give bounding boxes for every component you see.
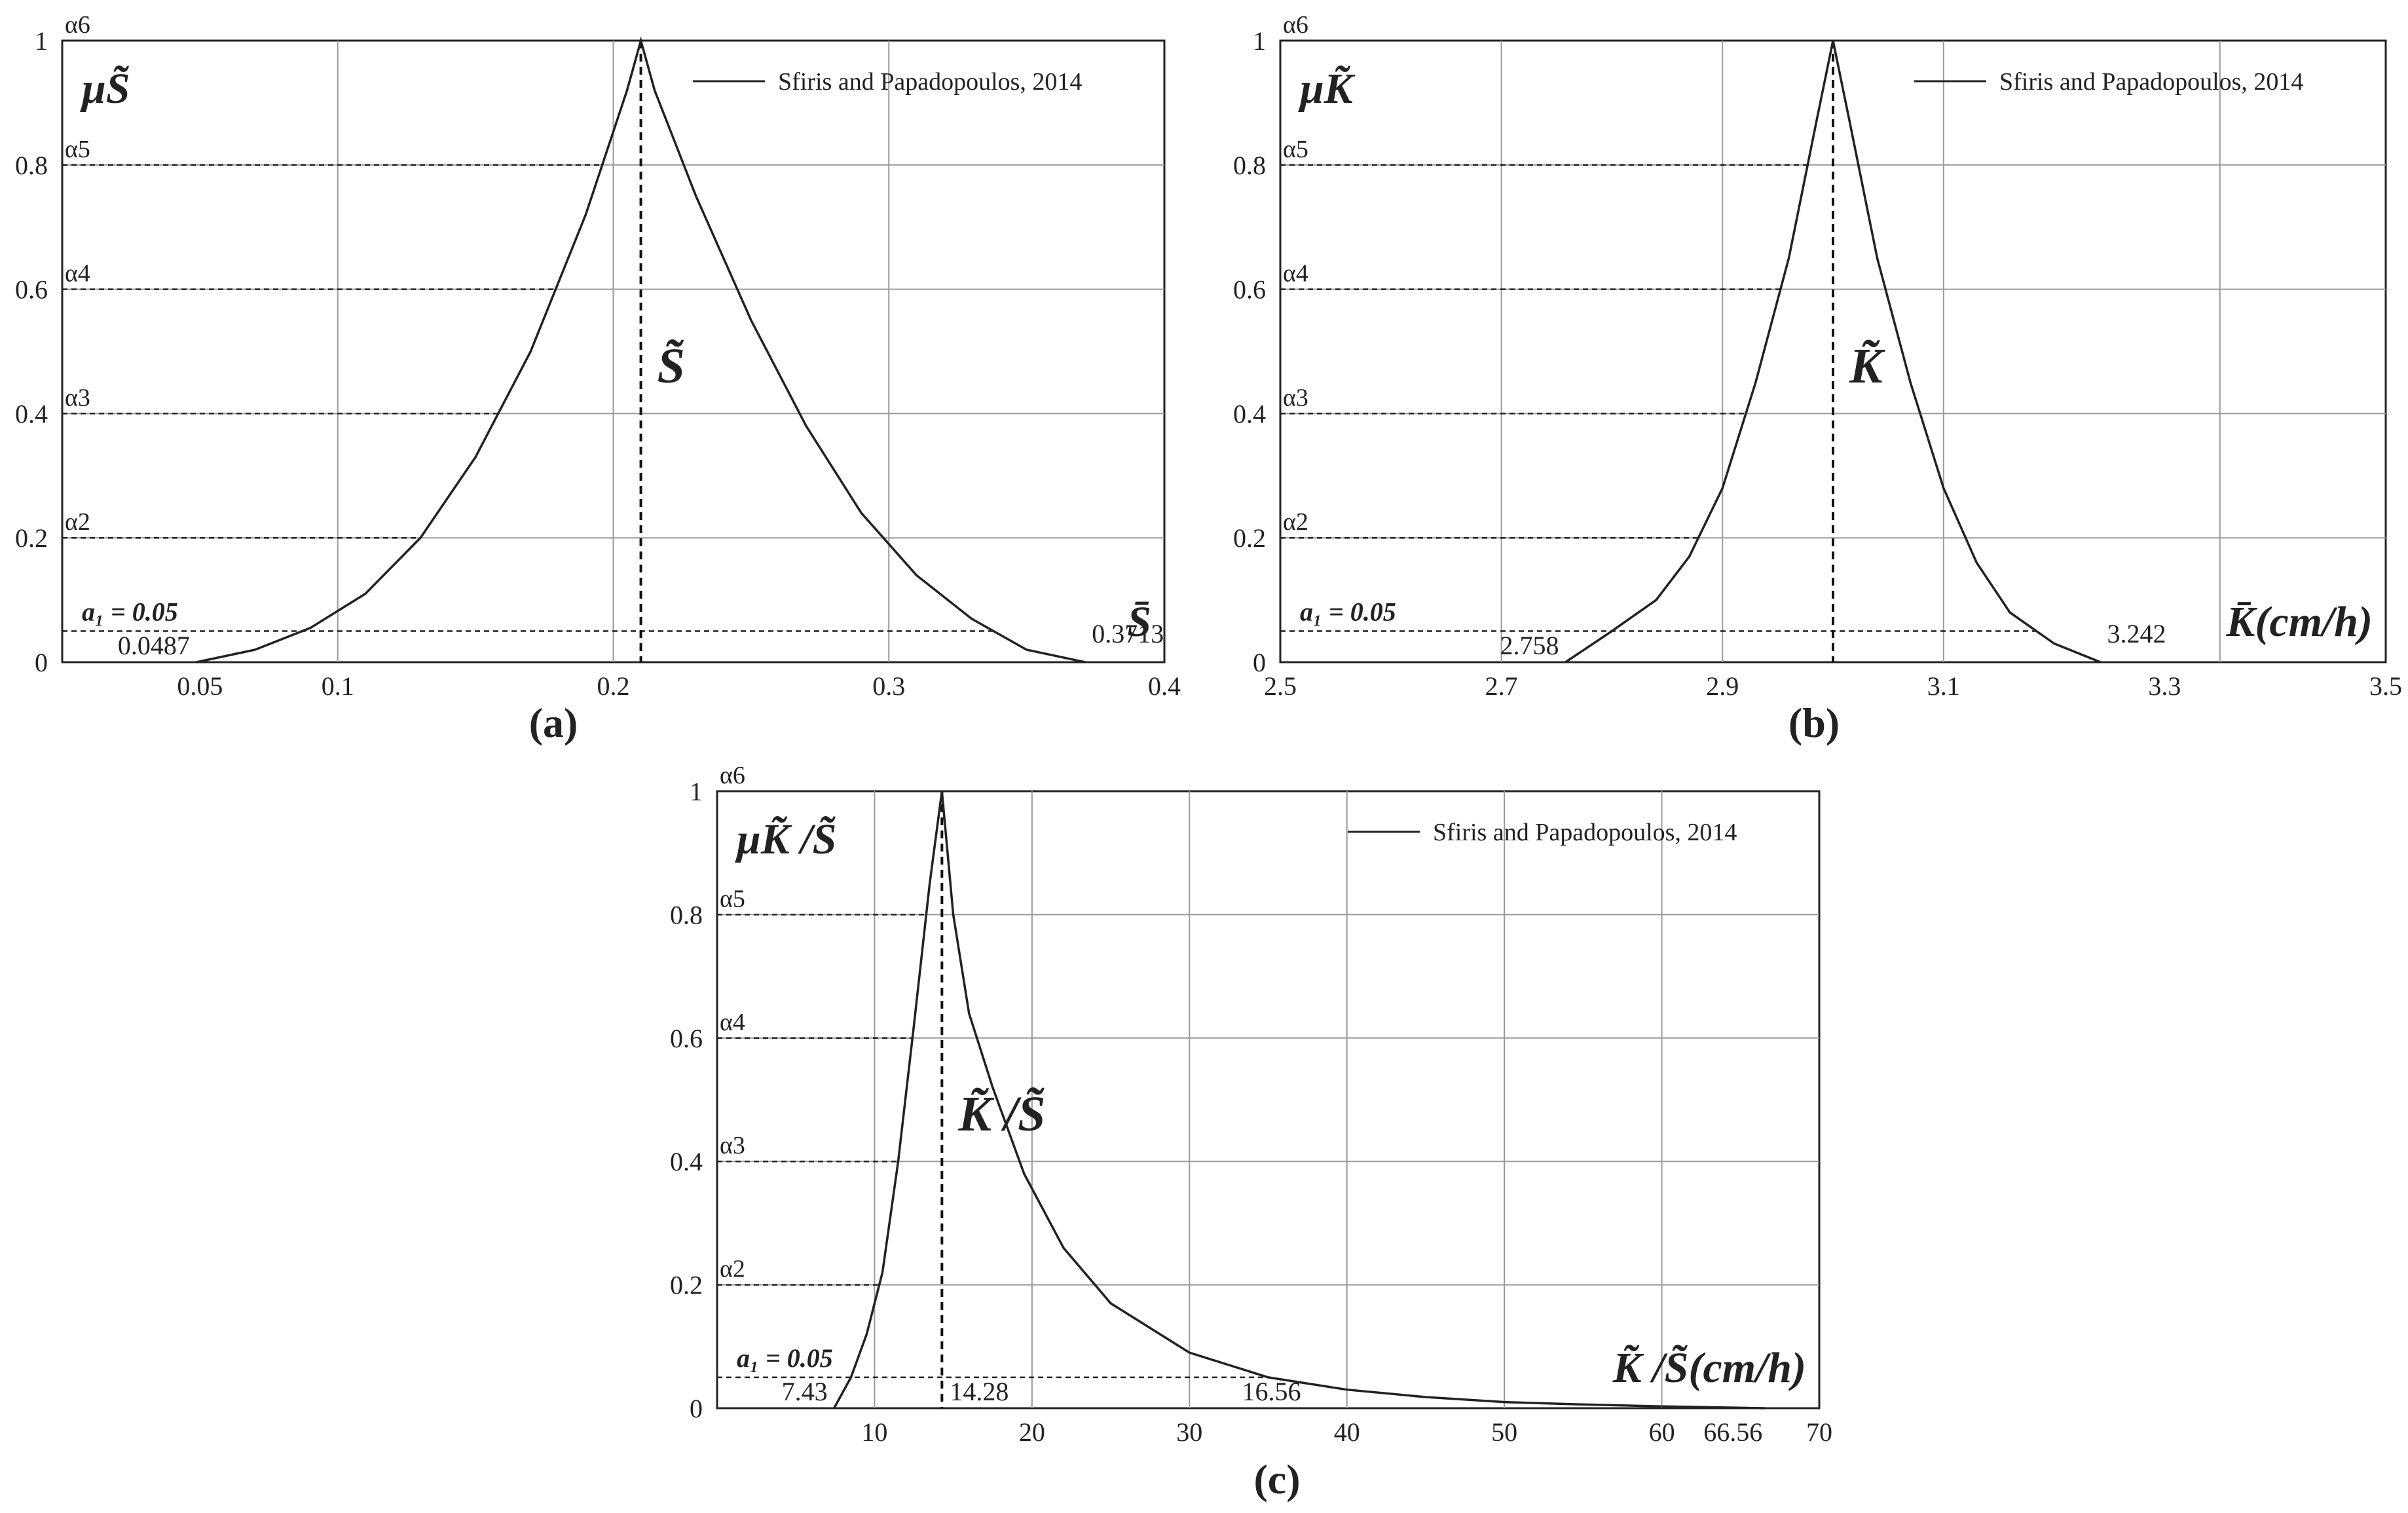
x-axis-title: S̄ — [1127, 598, 1151, 646]
peak-value-label: 14.28 — [950, 1377, 1009, 1406]
x-tick-label: 0.1 — [322, 671, 354, 701]
plot-frame — [716, 790, 1821, 1410]
peak-label: K̃ — [1849, 339, 1885, 394]
alpha-label: α3 — [720, 1132, 745, 1159]
y-tick-label: 0.6 — [670, 1024, 703, 1053]
y-tick-label: 0.2 — [1233, 523, 1266, 553]
alpha-label: α5 — [65, 136, 90, 163]
x-tick-label: 0.05 — [177, 671, 223, 701]
x-tick-label: 2.7 — [1485, 671, 1518, 701]
end-value-label: 66.56 — [1703, 1417, 1762, 1447]
alpha-label: α4 — [720, 1009, 745, 1036]
x-tick-label: 3.1 — [1927, 671, 1960, 701]
a1-label: a₁ = 0.05 — [737, 1343, 833, 1373]
y-tick-label: 0.8 — [1233, 151, 1266, 180]
right-value-label: 3.242 — [2107, 619, 2166, 648]
panel-a-label: (a) — [529, 700, 578, 746]
x-tick-label: 60 — [1649, 1417, 1675, 1447]
alpha-label: α2 — [720, 1256, 745, 1283]
y-tick-label: 1 — [690, 777, 703, 806]
x-tick-label: 30 — [1176, 1417, 1202, 1447]
x-tick-label: 40 — [1334, 1417, 1360, 1447]
legend-label: Sfiris and Papadopoulos, 2014 — [1999, 68, 2303, 96]
right-value-label: 0.3713 — [1092, 619, 1164, 648]
x-axis-title: K̃ /S̃(cm/h) — [1612, 1344, 1806, 1392]
alpha-label: α5 — [720, 885, 745, 912]
a1-label: a₁ = 0.05 — [1300, 597, 1396, 627]
y-tick-label: 0 — [35, 648, 48, 677]
alpha-label: α3 — [65, 384, 90, 411]
peak-label: S̃ — [658, 339, 685, 394]
y-tick-label: 0.4 — [15, 399, 48, 428]
x-tick-label: 70 — [1806, 1417, 1832, 1447]
panel-c-label: (c) — [1253, 1456, 1300, 1503]
y-tick-label: 0.4 — [1233, 399, 1266, 428]
right-value-label: 16.56 — [1242, 1377, 1301, 1406]
legend-label: Sfiris and Papadopoulos, 2014 — [1433, 819, 1737, 846]
y-tick-label: 0.2 — [15, 523, 48, 553]
y-tick-label: 0.4 — [670, 1147, 703, 1176]
membership-curve — [1565, 40, 2102, 663]
panel-a: 0 0.2 0.4 0.6 0.8 1 0.05 0.1 0.2 0.3 0.4 α6 α5 α4 α3 α2… — [15, 11, 1181, 701]
left-value-label: 7.43 — [782, 1377, 828, 1406]
alpha-label: α6 — [1283, 11, 1308, 39]
panel-b-label: (b) — [1788, 700, 1840, 746]
alpha-label: α4 — [1283, 260, 1308, 288]
y-tick-label: 0.8 — [670, 900, 703, 929]
y-tick-label: 1 — [1253, 26, 1266, 56]
x-tick-label: 10 — [861, 1417, 887, 1447]
x-tick-label: 20 — [1019, 1417, 1045, 1447]
alpha-label: α2 — [65, 508, 90, 536]
y-axis-title: μK̃ — [1298, 65, 1356, 113]
x-tick-label: 2.5 — [1264, 671, 1297, 701]
x-axis-title: K̄(cm/h) — [2225, 598, 2373, 646]
x-tick-label: 0.2 — [597, 671, 630, 701]
left-value-label: 0.0487 — [118, 631, 190, 660]
membership-curve — [196, 36, 1086, 663]
y-tick-label: 1 — [35, 26, 48, 56]
y-tick-label: 0.2 — [670, 1271, 703, 1300]
legend-label: Sfiris and Papadopoulos, 2014 — [778, 68, 1082, 96]
x-tick-label: 3.5 — [2369, 671, 2402, 701]
alpha-label: α2 — [1283, 508, 1308, 536]
x-tick-label: 0.3 — [872, 671, 905, 701]
peak-label: K̃ /S̃ — [957, 1087, 1045, 1142]
x-tick-label: 0.4 — [1148, 671, 1181, 701]
panel-b: 0 0.2 0.4 0.6 0.8 1 2.5 2.7 2.9 3.1 3.3 3.5 α6 α5 α4 α3… — [1233, 11, 2402, 701]
left-value-label: 2.758 — [1500, 631, 1559, 660]
x-tick-label: 3.3 — [2148, 671, 2181, 701]
alpha-label: α6 — [720, 762, 745, 789]
x-tick-label: 50 — [1491, 1417, 1517, 1447]
y-tick-label: 0.6 — [15, 275, 48, 305]
alpha-label: α5 — [1283, 136, 1308, 163]
panel-c: 0 0.2 0.4 0.6 0.8 1 10 20 30 40 50 60 70 α6 α5 α4 α3 α2 a₁… — [670, 762, 1832, 1447]
alpha-label: α3 — [1283, 384, 1308, 411]
y-tick-label: 0 — [1253, 648, 1266, 677]
alpha-label: α6 — [65, 11, 90, 39]
x-tick-label: 2.9 — [1706, 671, 1739, 701]
y-tick-label: 0.8 — [15, 151, 48, 180]
y-axis-title: μS̃ — [80, 65, 130, 113]
a1-label: a₁ = 0.05 — [82, 597, 178, 627]
y-axis-title: μK̃ /S̃ — [735, 815, 836, 863]
y-tick-label: 0 — [690, 1394, 703, 1423]
y-tick-label: 0.6 — [1233, 275, 1266, 305]
membership-curve — [833, 791, 1766, 1410]
alpha-label: α4 — [65, 260, 90, 288]
